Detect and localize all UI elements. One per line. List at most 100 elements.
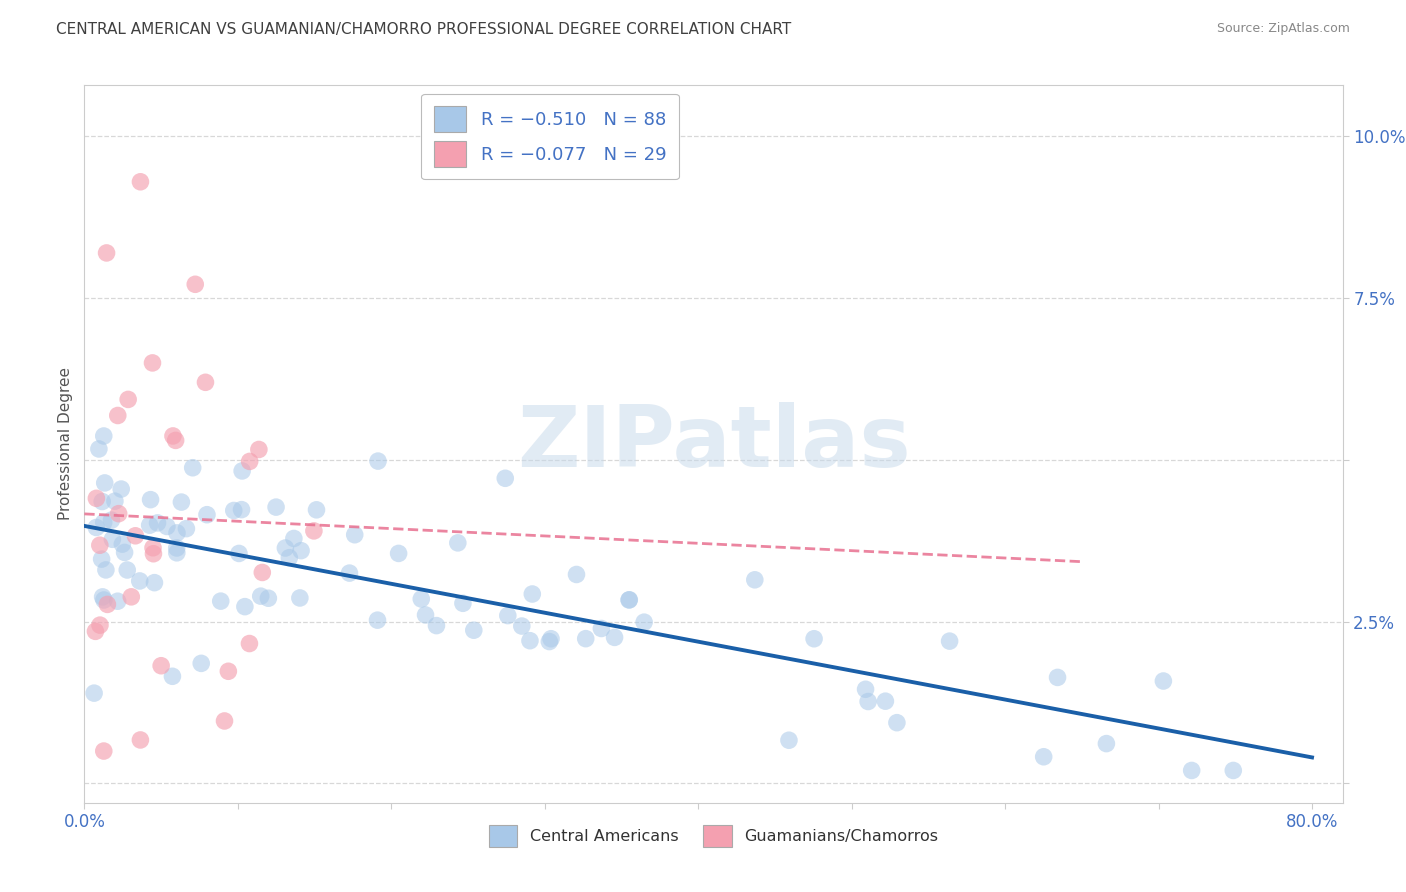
Point [176,522,198,536]
Text: ZIPatlas: ZIPatlas [516,402,911,485]
Text: Source: ZipAtlas.com: Source: ZipAtlas.com [1216,22,1350,36]
Point [162,669,184,683]
Point [415,607,437,622]
Point [93,516,115,530]
Point [411,591,433,606]
Point [217,665,239,679]
Point [252,566,274,580]
Point [170,495,193,509]
Point [114,545,136,559]
Point [89,618,111,632]
Point [87,442,110,456]
Point [1152,673,1174,688]
Point [166,541,188,555]
Point [855,682,877,697]
Point [339,566,361,580]
Point [540,632,562,646]
Point [93,744,115,758]
Point [222,503,245,517]
Point [856,694,879,708]
Point [94,563,117,577]
Point [91,494,114,508]
Point [89,538,111,552]
Point [93,593,115,607]
Point [565,567,588,582]
Point [107,594,129,608]
Point [239,454,262,468]
Text: CENTRAL AMERICAN VS GUAMANIAN/CHAMORRO PROFESSIONAL DEGREE CORRELATION CHART: CENTRAL AMERICAN VS GUAMANIAN/CHAMORRO P… [56,22,792,37]
Point [496,608,519,623]
Point [142,547,165,561]
Point [278,550,301,565]
Point [129,733,152,747]
Point [228,546,250,560]
Point [166,525,188,540]
Point [190,657,212,671]
Point [463,624,485,638]
Point [366,613,388,627]
Point [425,618,447,632]
Point [290,543,312,558]
Point [274,541,297,555]
Point [93,475,115,490]
Point [90,552,112,566]
Point [142,541,165,555]
Point [162,429,184,443]
Point [209,594,232,608]
Point [124,529,146,543]
Point [117,392,139,407]
Point [264,500,287,515]
Point [128,574,150,588]
Point [165,434,187,448]
Point [115,563,138,577]
Point [247,442,270,457]
Point [138,518,160,533]
Point [86,491,108,506]
Point [107,507,129,521]
Point [195,508,218,522]
Point [617,593,640,607]
Point [110,482,132,496]
Point [156,519,179,533]
Point [93,429,115,443]
Point [886,715,908,730]
Point [283,532,305,546]
Point [181,460,204,475]
Point [166,546,188,560]
Point [111,537,134,551]
Point [451,596,474,610]
Point [238,636,260,650]
Point [150,658,173,673]
Point [139,492,162,507]
Point [96,598,118,612]
Point [494,471,516,485]
Point [938,634,960,648]
Point [107,409,129,423]
Point [231,464,253,478]
Point [100,513,122,527]
Point [875,694,897,708]
Point [101,533,124,547]
Point [1032,749,1054,764]
Point [388,546,411,560]
Point [146,516,169,530]
Point [744,573,766,587]
Point [104,494,127,508]
Point [1222,764,1244,778]
Point [141,356,163,370]
Point [194,376,217,390]
Point [591,622,613,636]
Point [367,454,389,468]
Point [619,592,641,607]
Point [343,527,366,541]
Point [84,624,107,639]
Point [510,619,533,633]
Point [129,175,152,189]
Point [257,591,280,606]
Legend: Central Americans, Guamanians/Chamorros: Central Americans, Guamanians/Chamorros [482,818,945,854]
Point [184,277,207,292]
Y-axis label: Professional Degree: Professional Degree [58,368,73,520]
Point [603,631,626,645]
Point [83,686,105,700]
Point [120,590,142,604]
